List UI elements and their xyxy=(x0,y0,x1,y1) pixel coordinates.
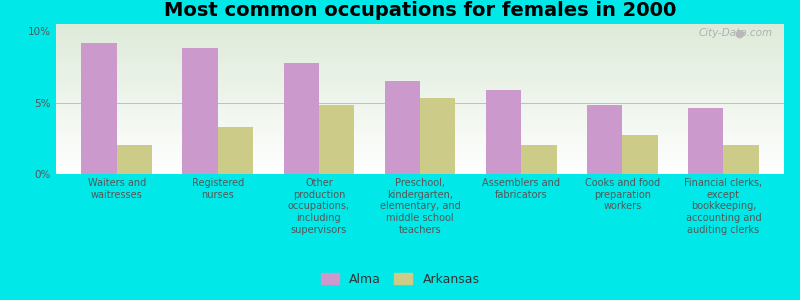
Bar xyxy=(723,146,758,174)
Bar xyxy=(521,146,557,174)
Text: City-Data.com: City-Data.com xyxy=(699,28,773,38)
Bar xyxy=(283,63,319,174)
Bar xyxy=(688,108,723,174)
Bar xyxy=(117,146,152,174)
Bar xyxy=(82,43,117,174)
Bar xyxy=(420,98,455,174)
Bar xyxy=(622,135,658,174)
Title: Most common occupations for females in 2000: Most common occupations for females in 2… xyxy=(164,1,676,20)
Text: ●: ● xyxy=(734,28,744,38)
Bar xyxy=(385,81,420,174)
Bar xyxy=(587,105,622,174)
Bar xyxy=(319,105,354,174)
Bar xyxy=(486,90,521,174)
Bar xyxy=(218,127,253,174)
Bar xyxy=(182,48,218,174)
Legend: Alma, Arkansas: Alma, Arkansas xyxy=(315,268,485,291)
